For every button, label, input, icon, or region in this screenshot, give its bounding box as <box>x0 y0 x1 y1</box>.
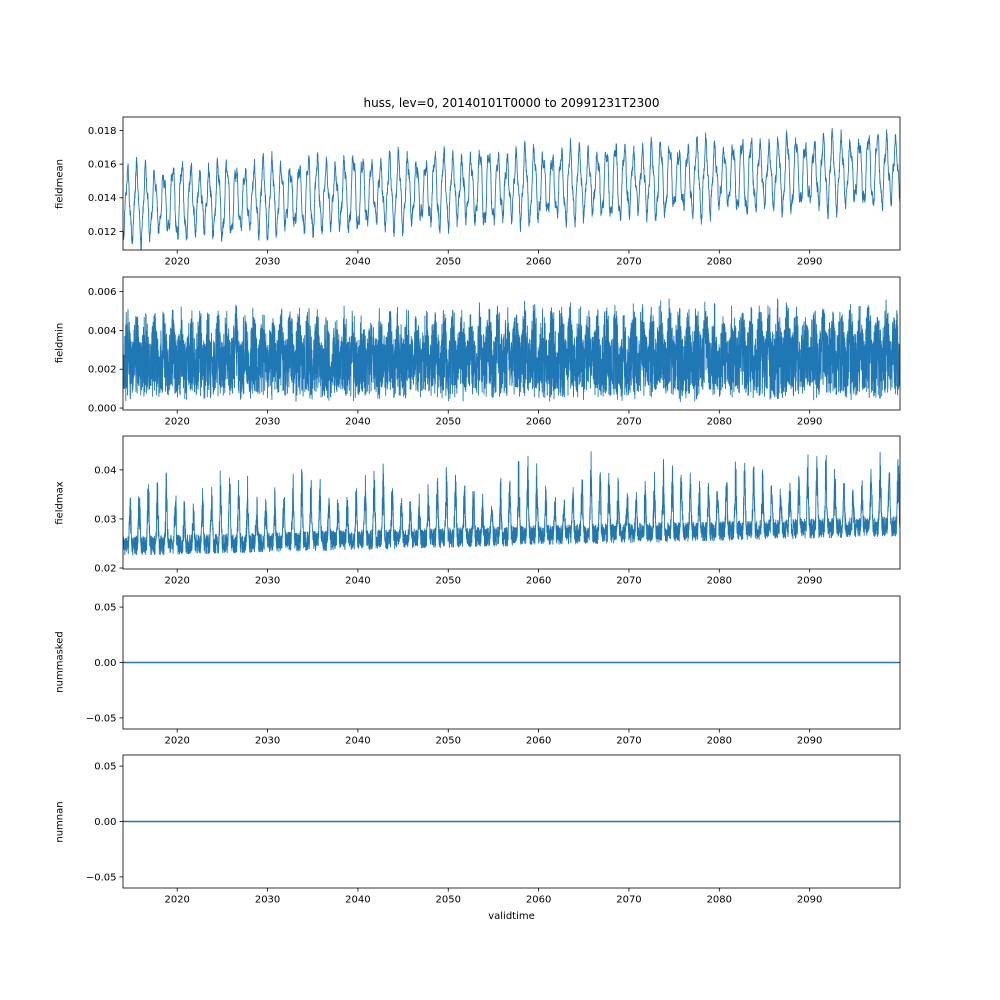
svg-text:0.04: 0.04 <box>94 465 116 476</box>
svg-text:2050: 2050 <box>436 257 461 268</box>
svg-text:2070: 2070 <box>616 576 641 587</box>
svg-text:2060: 2060 <box>526 895 551 906</box>
svg-text:2070: 2070 <box>616 895 641 906</box>
chart-title: huss, lev=0, 20140101T0000 to 20991231T2… <box>363 96 660 110</box>
svg-text:2060: 2060 <box>526 735 551 746</box>
svg-text:2080: 2080 <box>707 576 732 587</box>
y-axis-label-fieldmin: fieldmin <box>54 322 66 364</box>
svg-text:2020: 2020 <box>164 576 189 587</box>
svg-text:2030: 2030 <box>255 576 280 587</box>
svg-text:0.05: 0.05 <box>94 761 116 772</box>
svg-text:2020: 2020 <box>164 257 189 268</box>
svg-text:2090: 2090 <box>797 257 822 268</box>
svg-text:−0.05: −0.05 <box>86 872 117 883</box>
svg-text:0.016: 0.016 <box>88 160 117 171</box>
plot-area-fieldmin: 0.000 0.002 0.004 0.006 2020 2030 2040 2050 2060… <box>88 276 901 427</box>
svg-text:−0.05: −0.05 <box>86 713 117 724</box>
svg-text:2040: 2040 <box>345 416 370 427</box>
x-axis-label: validtime <box>488 911 535 922</box>
svg-text:0.00: 0.00 <box>94 817 116 828</box>
svg-text:2020: 2020 <box>164 416 189 427</box>
svg-text:0.018: 0.018 <box>88 126 117 137</box>
svg-text:2050: 2050 <box>436 576 461 587</box>
svg-text:0.03: 0.03 <box>94 514 116 525</box>
svg-text:2040: 2040 <box>345 576 370 587</box>
svg-text:2080: 2080 <box>707 735 732 746</box>
svg-text:2080: 2080 <box>707 895 732 906</box>
svg-text:2040: 2040 <box>345 257 370 268</box>
plot-area-nummasked: 0.05 0.00 −0.05 2020 2030 2040 2050 2060 2070 208… <box>86 595 901 746</box>
plot-area-numnan: 0.05 0.00 −0.05 2020 2030 2040 2050 2060 2070 208… <box>86 754 901 906</box>
svg-text:2030: 2030 <box>255 895 280 906</box>
y-axis-label-nummasked: nummasked <box>54 631 66 693</box>
svg-text:2020: 2020 <box>164 895 189 906</box>
svg-text:0.004: 0.004 <box>88 325 117 336</box>
y-axis-label-fieldmean: fieldmean <box>54 158 66 209</box>
svg-text:2030: 2030 <box>255 416 280 427</box>
svg-text:2040: 2040 <box>345 895 370 906</box>
svg-text:0.00: 0.00 <box>94 657 116 668</box>
svg-text:2090: 2090 <box>797 576 822 587</box>
svg-text:2090: 2090 <box>797 735 822 746</box>
svg-text:2070: 2070 <box>616 257 641 268</box>
svg-text:2030: 2030 <box>255 257 280 268</box>
svg-text:2050: 2050 <box>436 735 461 746</box>
svg-text:2060: 2060 <box>526 416 551 427</box>
plot-area-fieldmax: 0.02 0.03 0.04 2020 2030 2040 2050 2060 2070 2080… <box>94 435 901 587</box>
plot-area-fieldmean: 0.012 0.014 0.016 0.018 2020 2030 2040 2050 2060… <box>88 116 901 268</box>
svg-text:2050: 2050 <box>436 895 461 906</box>
svg-text:2030: 2030 <box>255 735 280 746</box>
svg-text:2070: 2070 <box>616 416 641 427</box>
svg-text:2080: 2080 <box>707 257 732 268</box>
svg-text:2080: 2080 <box>707 416 732 427</box>
y-axis-label-numnan: numnan <box>54 800 66 843</box>
svg-text:0.02: 0.02 <box>94 563 116 574</box>
svg-text:2090: 2090 <box>797 895 822 906</box>
y-axis-label-fieldmax: fieldmax <box>54 480 66 525</box>
svg-text:2020: 2020 <box>164 735 189 746</box>
svg-text:0.012: 0.012 <box>88 227 117 238</box>
svg-text:2050: 2050 <box>436 416 461 427</box>
svg-text:2070: 2070 <box>616 735 641 746</box>
svg-text:2060: 2060 <box>526 576 551 587</box>
svg-text:2040: 2040 <box>345 735 370 746</box>
svg-text:0.05: 0.05 <box>94 602 116 613</box>
svg-text:0.014: 0.014 <box>88 193 117 204</box>
svg-text:2060: 2060 <box>526 257 551 268</box>
svg-text:0.000: 0.000 <box>88 403 117 414</box>
svg-text:0.006: 0.006 <box>88 286 117 297</box>
svg-text:2090: 2090 <box>797 416 822 427</box>
svg-text:0.002: 0.002 <box>88 364 117 375</box>
